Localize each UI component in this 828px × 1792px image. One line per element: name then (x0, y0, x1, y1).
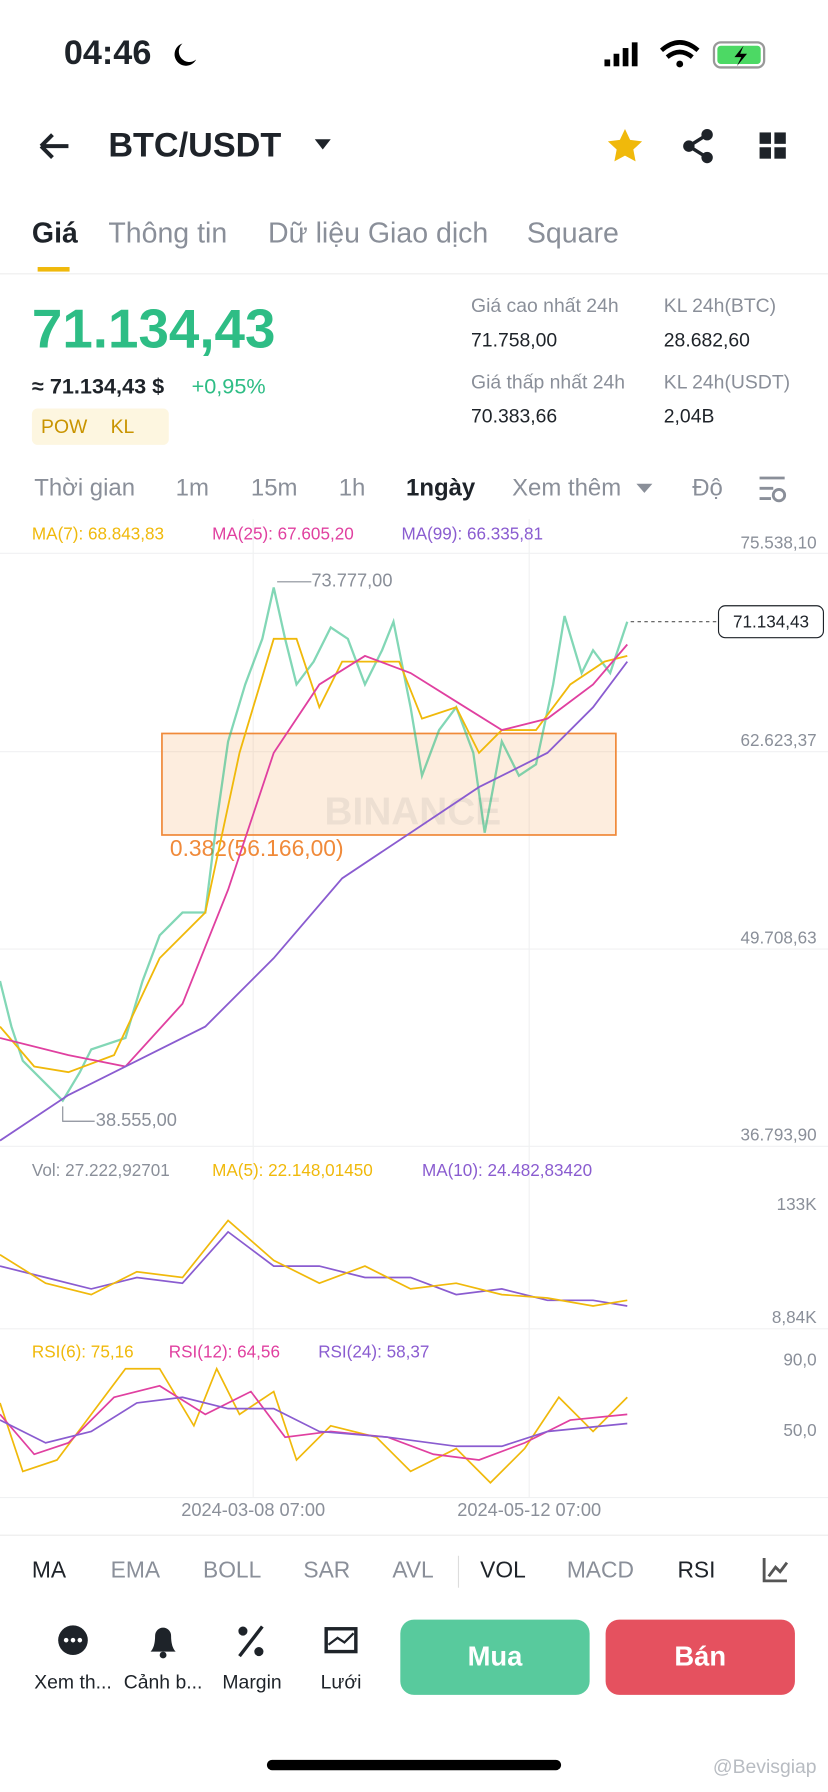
action-label[interactable]: Cảnh b... (124, 1672, 203, 1694)
stat-label: KL 24h(USDT) (664, 371, 790, 393)
tab[interactable]: Square (527, 218, 619, 250)
vol-ma10 (0, 1230, 628, 1307)
vol-ma5 (0, 1219, 628, 1307)
price-change: +0,95% (192, 374, 266, 399)
interval[interactable]: Xem thêm (512, 475, 621, 502)
share-icon[interactable] (683, 129, 713, 164)
rsi24-line (0, 1396, 628, 1448)
sell-button[interactable] (605, 1619, 795, 1695)
action-icons (58, 1625, 358, 1659)
home-indicator (266, 1759, 562, 1771)
tag[interactable]: KL (111, 416, 135, 438)
rsi-legend: RSI(24): 58,37 (318, 1342, 429, 1361)
stat-label: Giá thấp nhất 24h (471, 371, 625, 393)
pair-dropdown[interactable] (314, 139, 331, 150)
fib-label: 0.382(56.166,00) (170, 835, 344, 861)
ma7-line (0, 637, 628, 1074)
current-price-box (717, 605, 825, 639)
date-label: 2024-03-08 07:00 (181, 1499, 325, 1520)
vol-legend: Vol: 27.222,92701 (32, 1161, 170, 1180)
date-label: 2024-05-12 07:00 (457, 1499, 601, 1520)
zone-box (161, 732, 617, 836)
tag-box[interactable] (31, 408, 169, 445)
price-axis-label: 75.538,10 (741, 534, 817, 553)
credit: @Bevisgiap (713, 1756, 817, 1778)
stat-value: 2,04B (664, 406, 715, 428)
rsi12-line (0, 1384, 628, 1461)
action-label[interactable]: Margin (222, 1672, 281, 1694)
ma-legend: MA(25): 67.605,20 (212, 525, 354, 544)
ma99-line (0, 661, 629, 1142)
last-price: 71.134,43 (32, 298, 276, 360)
current-price-label: 71.134,43 (733, 612, 809, 631)
rsi-legend: RSI(12): 64,56 (169, 1342, 280, 1361)
grid-icon[interactable] (759, 132, 786, 159)
favorite-icon[interactable] (607, 129, 643, 162)
vol-legend: MA(5): 22.148,01450 (212, 1161, 373, 1180)
indicator[interactable]: EMA (111, 1557, 161, 1583)
vol-legend: MA(10): 24.482,83420 (422, 1161, 592, 1180)
indicator[interactable]: VOL (480, 1557, 526, 1583)
interval[interactable]: 1h (339, 475, 366, 502)
indicator[interactable]: AVL (392, 1557, 433, 1583)
stat-value: 70.383,66 (471, 406, 557, 428)
tab[interactable]: Dữ liệu Giao dịch (268, 218, 488, 250)
back-button[interactable] (39, 133, 69, 159)
sell-label[interactable]: Bán (674, 1641, 726, 1672)
vol-axis-label: 8,84K (772, 1308, 817, 1327)
tag[interactable]: POW (41, 416, 88, 438)
indicator[interactable]: MACD (567, 1557, 634, 1583)
price-axis-label: 49.708,63 (741, 928, 817, 947)
low-pointer (62, 1106, 95, 1122)
action-label[interactable]: Lưới (321, 1672, 362, 1694)
indicator[interactable]: RSI (677, 1557, 715, 1583)
buy-button[interactable] (400, 1619, 590, 1695)
vol-axis-label: 133K (777, 1195, 818, 1214)
interval[interactable]: 15m (251, 475, 298, 502)
stat-label: Giá cao nhất 24h (471, 295, 619, 317)
rsi-axis-label: 90,0 (783, 1350, 816, 1369)
ma-legend: MA(99): 66.335,81 (401, 525, 543, 544)
price-axis-label: 62.623,37 (741, 731, 817, 750)
rsi-axis-label: 50,0 (783, 1421, 816, 1440)
interval[interactable]: 1ngày (406, 475, 476, 502)
ma-legend: MA(7): 68.843,83 (32, 525, 164, 544)
indicator[interactable]: SAR (303, 1557, 350, 1583)
rsi-legend: RSI(6): 75,16 (32, 1342, 134, 1361)
stat-value: 28.682,60 (664, 329, 750, 351)
moon-icon (174, 43, 197, 66)
action-label[interactable]: Xem th... (34, 1672, 112, 1694)
indicator[interactable]: BOLL (203, 1557, 261, 1583)
tab-indicator (37, 267, 70, 272)
interval[interactable]: 1m (176, 475, 209, 502)
chart-grid (0, 519, 828, 1499)
watermark: BINANCE (325, 791, 502, 834)
stat-label: KL 24h(BTC) (664, 295, 776, 317)
stat-value: 71.758,00 (471, 329, 557, 351)
price-axis-label: 36.793,90 (741, 1126, 817, 1145)
price-trace (0, 587, 629, 1103)
chart-settings-icon[interactable] (759, 476, 787, 503)
status-icons (604, 40, 766, 69)
tab[interactable]: Giá (32, 218, 78, 250)
clock: 04:46 (64, 34, 151, 72)
interval[interactable]: Thời gian (34, 475, 135, 502)
rsi6-line (0, 1366, 628, 1484)
indicator[interactable]: MA (32, 1557, 67, 1583)
ma25-line (0, 643, 628, 1068)
interval[interactable]: Độ (692, 475, 723, 502)
approx-price: ≈ 71.134,43 $ (32, 374, 164, 399)
high-label: 73.777,00 (311, 570, 392, 591)
buy-label[interactable]: Mua (468, 1641, 524, 1672)
low-label: 38.555,00 (96, 1109, 177, 1130)
pair-title[interactable]: BTC/USDT (108, 126, 281, 164)
more-dropdown[interactable] (636, 483, 653, 493)
tab[interactable]: Thông tin (108, 218, 227, 250)
indicator-settings-icon[interactable] (762, 1558, 789, 1583)
